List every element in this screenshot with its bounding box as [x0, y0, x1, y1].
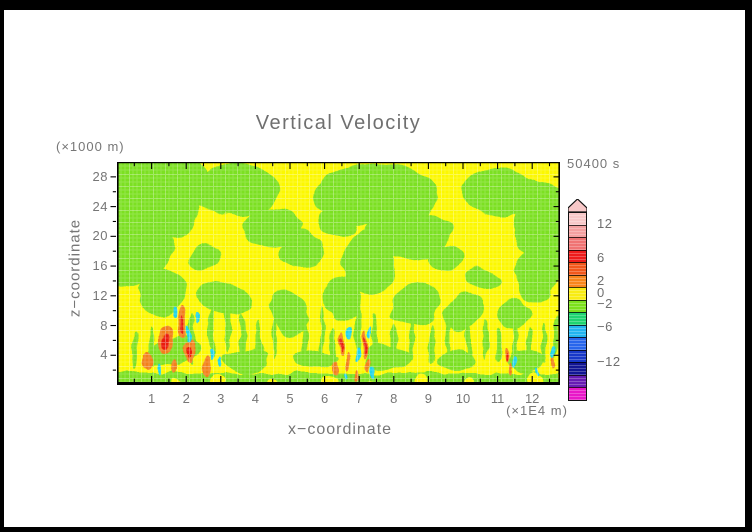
colorbar-box	[569, 249, 586, 263]
colorbar-box	[569, 312, 586, 325]
colorbar-arrow-icon	[568, 199, 587, 212]
colorbar-box	[569, 224, 586, 238]
y-tick-label: 16	[92, 258, 108, 274]
colorbar-label: 12	[597, 215, 613, 231]
y-tick-label: 8	[100, 317, 108, 333]
window-left-bar	[0, 0, 4, 532]
x-tick-label: 7	[355, 391, 363, 406]
axis-ticks	[110, 163, 559, 383]
axis-frame	[117, 161, 561, 385]
time-label: 50400 s	[567, 156, 621, 171]
colorbar-box	[569, 287, 586, 300]
colorbar	[568, 199, 587, 401]
colorbar-label: −6	[597, 319, 613, 335]
window-bottom-bar	[0, 527, 752, 532]
colorbar-boxes	[568, 212, 587, 401]
colorbar-box	[569, 362, 586, 375]
colorbar-box	[569, 387, 586, 400]
contour-plot-area	[110, 161, 561, 385]
colorbar-box	[569, 274, 586, 288]
x-tick-label: 10	[455, 391, 471, 406]
contour-field-svg	[110, 161, 561, 385]
colorbar-box	[569, 299, 586, 313]
colorbar-label: 0	[597, 284, 605, 300]
x-tick-label: 5	[286, 391, 294, 406]
page-title: Vertical Velocity	[255, 112, 422, 134]
x-unit-label: (×1E4 m)	[506, 403, 568, 418]
y-tick-label: 20	[92, 228, 108, 244]
colorbar-label: −2	[597, 296, 613, 312]
x-tick-label: 8	[390, 391, 398, 406]
y-tick-label: 24	[92, 198, 108, 214]
y-tick-label: 12	[92, 287, 108, 303]
x-tick-label: 3	[217, 391, 225, 406]
colorbar-box	[569, 262, 586, 275]
window-right-bar	[745, 0, 752, 532]
y-tick-label: 28	[92, 168, 108, 184]
x-tick-label: 1	[147, 391, 156, 406]
x-tick-label: 4	[251, 391, 259, 406]
window-top-bar	[0, 0, 752, 10]
colorbar-label: −12	[597, 353, 621, 369]
colorbar-box	[569, 349, 586, 363]
x-tick-label: 6	[320, 391, 329, 406]
colorbar-box	[569, 337, 586, 350]
y-tick-label: 4	[100, 347, 108, 363]
x-tick-label: 12	[524, 391, 540, 406]
x-axis-label: x−coordinate	[287, 421, 393, 438]
colorbar-box	[569, 374, 586, 388]
x-tick-label: 11	[490, 391, 505, 406]
colorbar-box	[569, 213, 586, 225]
colorbar-label: 2	[597, 273, 605, 289]
x-tick-label: 9	[424, 391, 432, 406]
colorbar-box	[569, 324, 586, 338]
colorbar-label: 6	[597, 250, 605, 266]
x-tick-label: 2	[182, 391, 190, 406]
z-unit-label: (×1000 m)	[56, 139, 125, 154]
colorbar-box	[569, 237, 586, 250]
